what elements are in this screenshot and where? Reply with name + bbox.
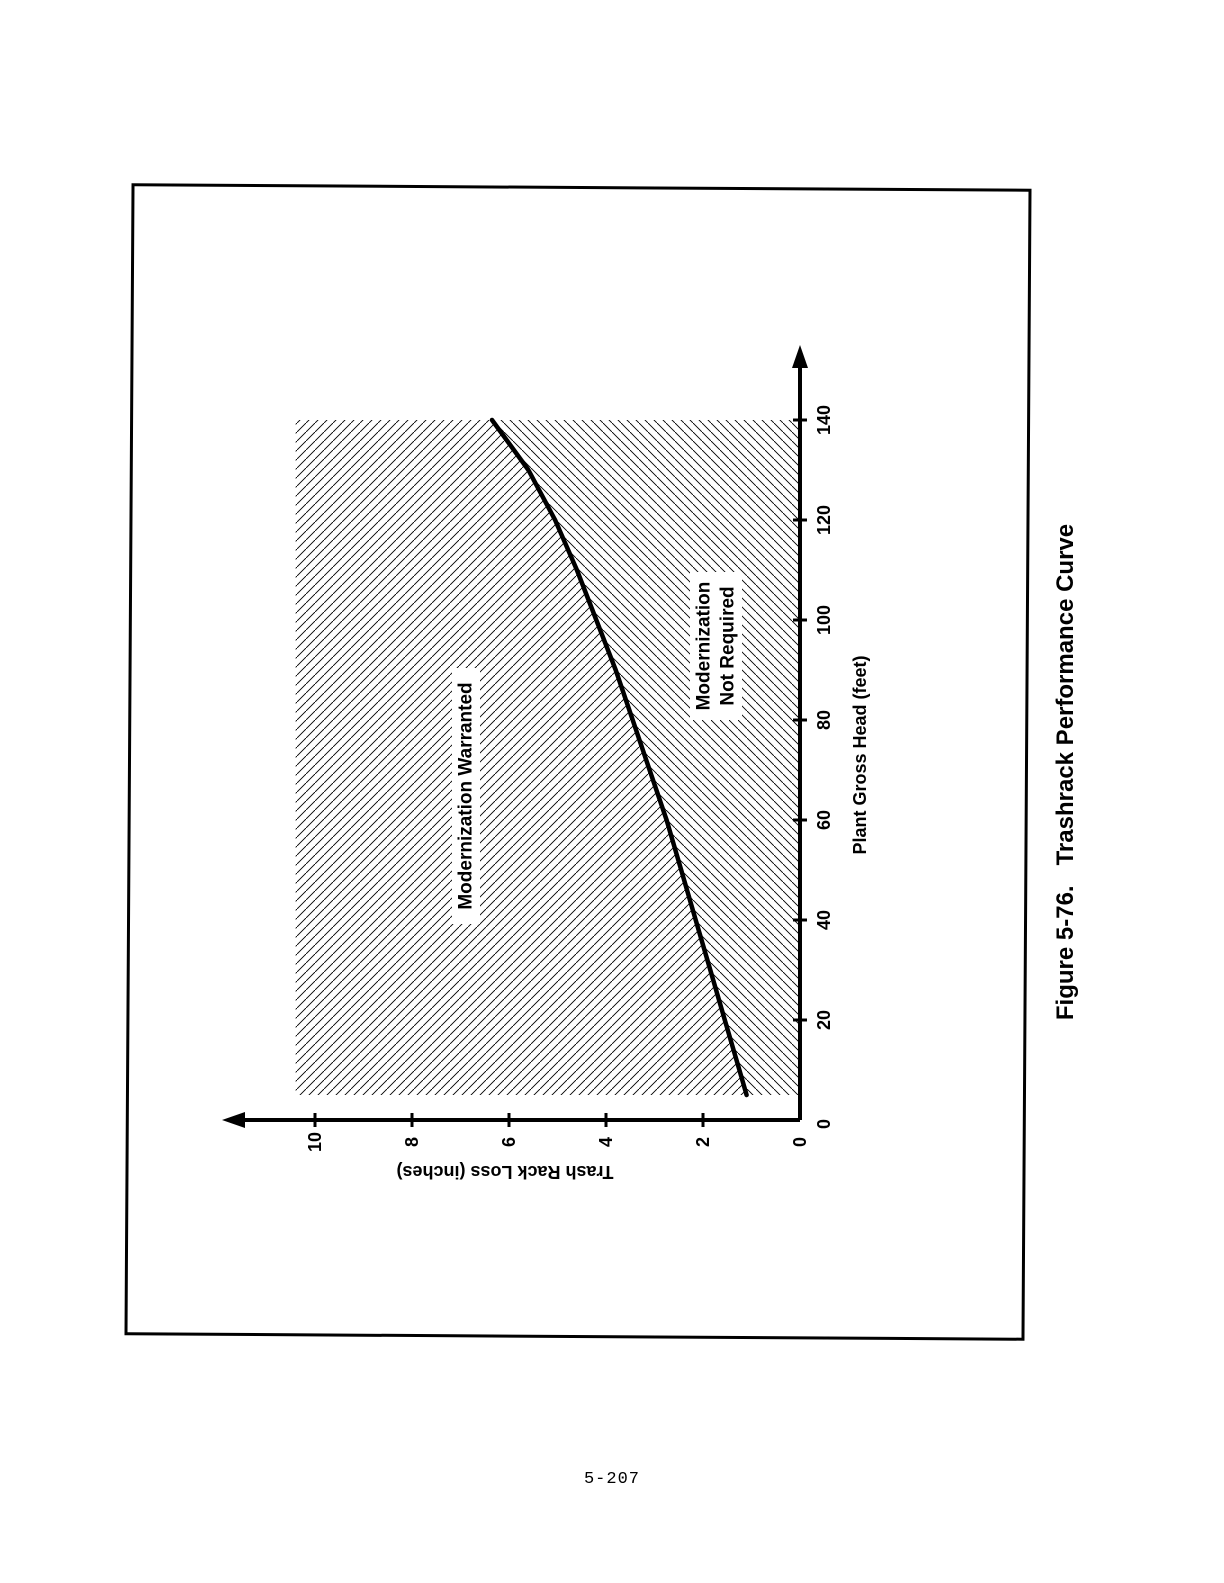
annotation-modernization-not-required-line2: Not Required	[718, 586, 739, 705]
x-tick-label: 40	[814, 910, 834, 930]
annotation-modernization-warranted: Modernization Warranted	[456, 682, 477, 909]
annotation-modernization-not-required-line1: Modernization	[694, 582, 715, 711]
x-axis-label: Plant Gross Head (feet)	[850, 655, 870, 854]
y-tick-label: 6	[499, 1137, 519, 1147]
x-tick-label: 80	[814, 710, 834, 730]
annotation-background-warranted	[452, 668, 480, 924]
y-axis-arrowhead	[222, 1112, 245, 1128]
x-tick-label: 100	[814, 605, 834, 635]
y-tick-label: 10	[305, 1132, 325, 1152]
x-axis-arrowhead	[792, 345, 808, 368]
performance-curve	[489, 417, 749, 1098]
x-tick-label: 60	[814, 810, 834, 830]
x-tick-label: 20	[814, 1010, 834, 1030]
annotation-background-not-required	[690, 572, 742, 720]
y-tick-label: 8	[402, 1137, 422, 1147]
y-tick-label: 4	[596, 1137, 616, 1147]
x-tick-label: 120	[814, 505, 834, 535]
y-tick-label: 2	[693, 1137, 713, 1147]
y-tick-label: 0	[790, 1137, 810, 1147]
x-tick-label: 0	[814, 1119, 834, 1129]
y-axis-label: Trash Rack Loss (inches)	[396, 1162, 613, 1182]
page-number: 5-207	[583, 1470, 640, 1489]
x-tick-label: 140	[814, 405, 834, 435]
figure-title: Figure 5-76. Trashrack Performance Curve	[1052, 524, 1079, 1020]
